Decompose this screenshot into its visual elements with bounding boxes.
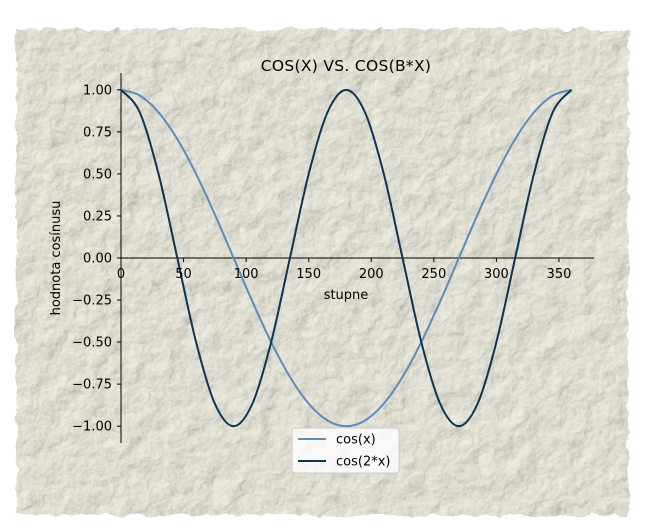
series-line-0 [120, 88, 572, 428]
paper-background [16, 29, 628, 515]
tick-marks [117, 89, 560, 427]
y-tick-label-1: 0.75 [83, 125, 112, 140]
y-tick-label-6: −0.50 [72, 336, 112, 351]
y-tick-label-5: −0.25 [72, 294, 112, 309]
x-tick-label-2: 100 [234, 267, 259, 282]
legend-label-series-0: cos(x) [336, 433, 376, 448]
y-tick-label-0: 1.00 [83, 83, 112, 98]
x-tick-label-6: 300 [484, 267, 509, 282]
x-tick-label-1: 50 [175, 267, 192, 282]
series-lines [120, 88, 573, 428]
legend: cos(x) cos(2*x) [291, 427, 400, 474]
y-axis-label: hodnota cosínusu [49, 201, 64, 316]
y-tick-label-3: 0.25 [83, 209, 112, 224]
tick-labels: 0 50 100 150 200 250 300 350 1.00 0.75 0.50 0.25 0.0… [72, 83, 571, 434]
legend-label-series-1: cos(2*x) [336, 455, 390, 470]
chart-title: COS(X) VS. COS(B*X) [261, 57, 431, 75]
series-line-1 [120, 88, 573, 428]
x-tick-label-7: 350 [547, 267, 572, 282]
x-tick-label-5: 250 [421, 267, 446, 282]
x-tick-label-0: 0 [117, 267, 125, 282]
x-axis-label: stupne [324, 288, 369, 303]
y-tick-label-7: −0.75 [72, 378, 112, 393]
x-tick-label-3: 150 [296, 267, 321, 282]
y-tick-label-8: −1.00 [72, 420, 112, 435]
x-tick-label-4: 200 [359, 267, 384, 282]
y-tick-label-4: 0.00 [83, 252, 112, 267]
y-tick-label-2: 0.50 [83, 167, 112, 182]
